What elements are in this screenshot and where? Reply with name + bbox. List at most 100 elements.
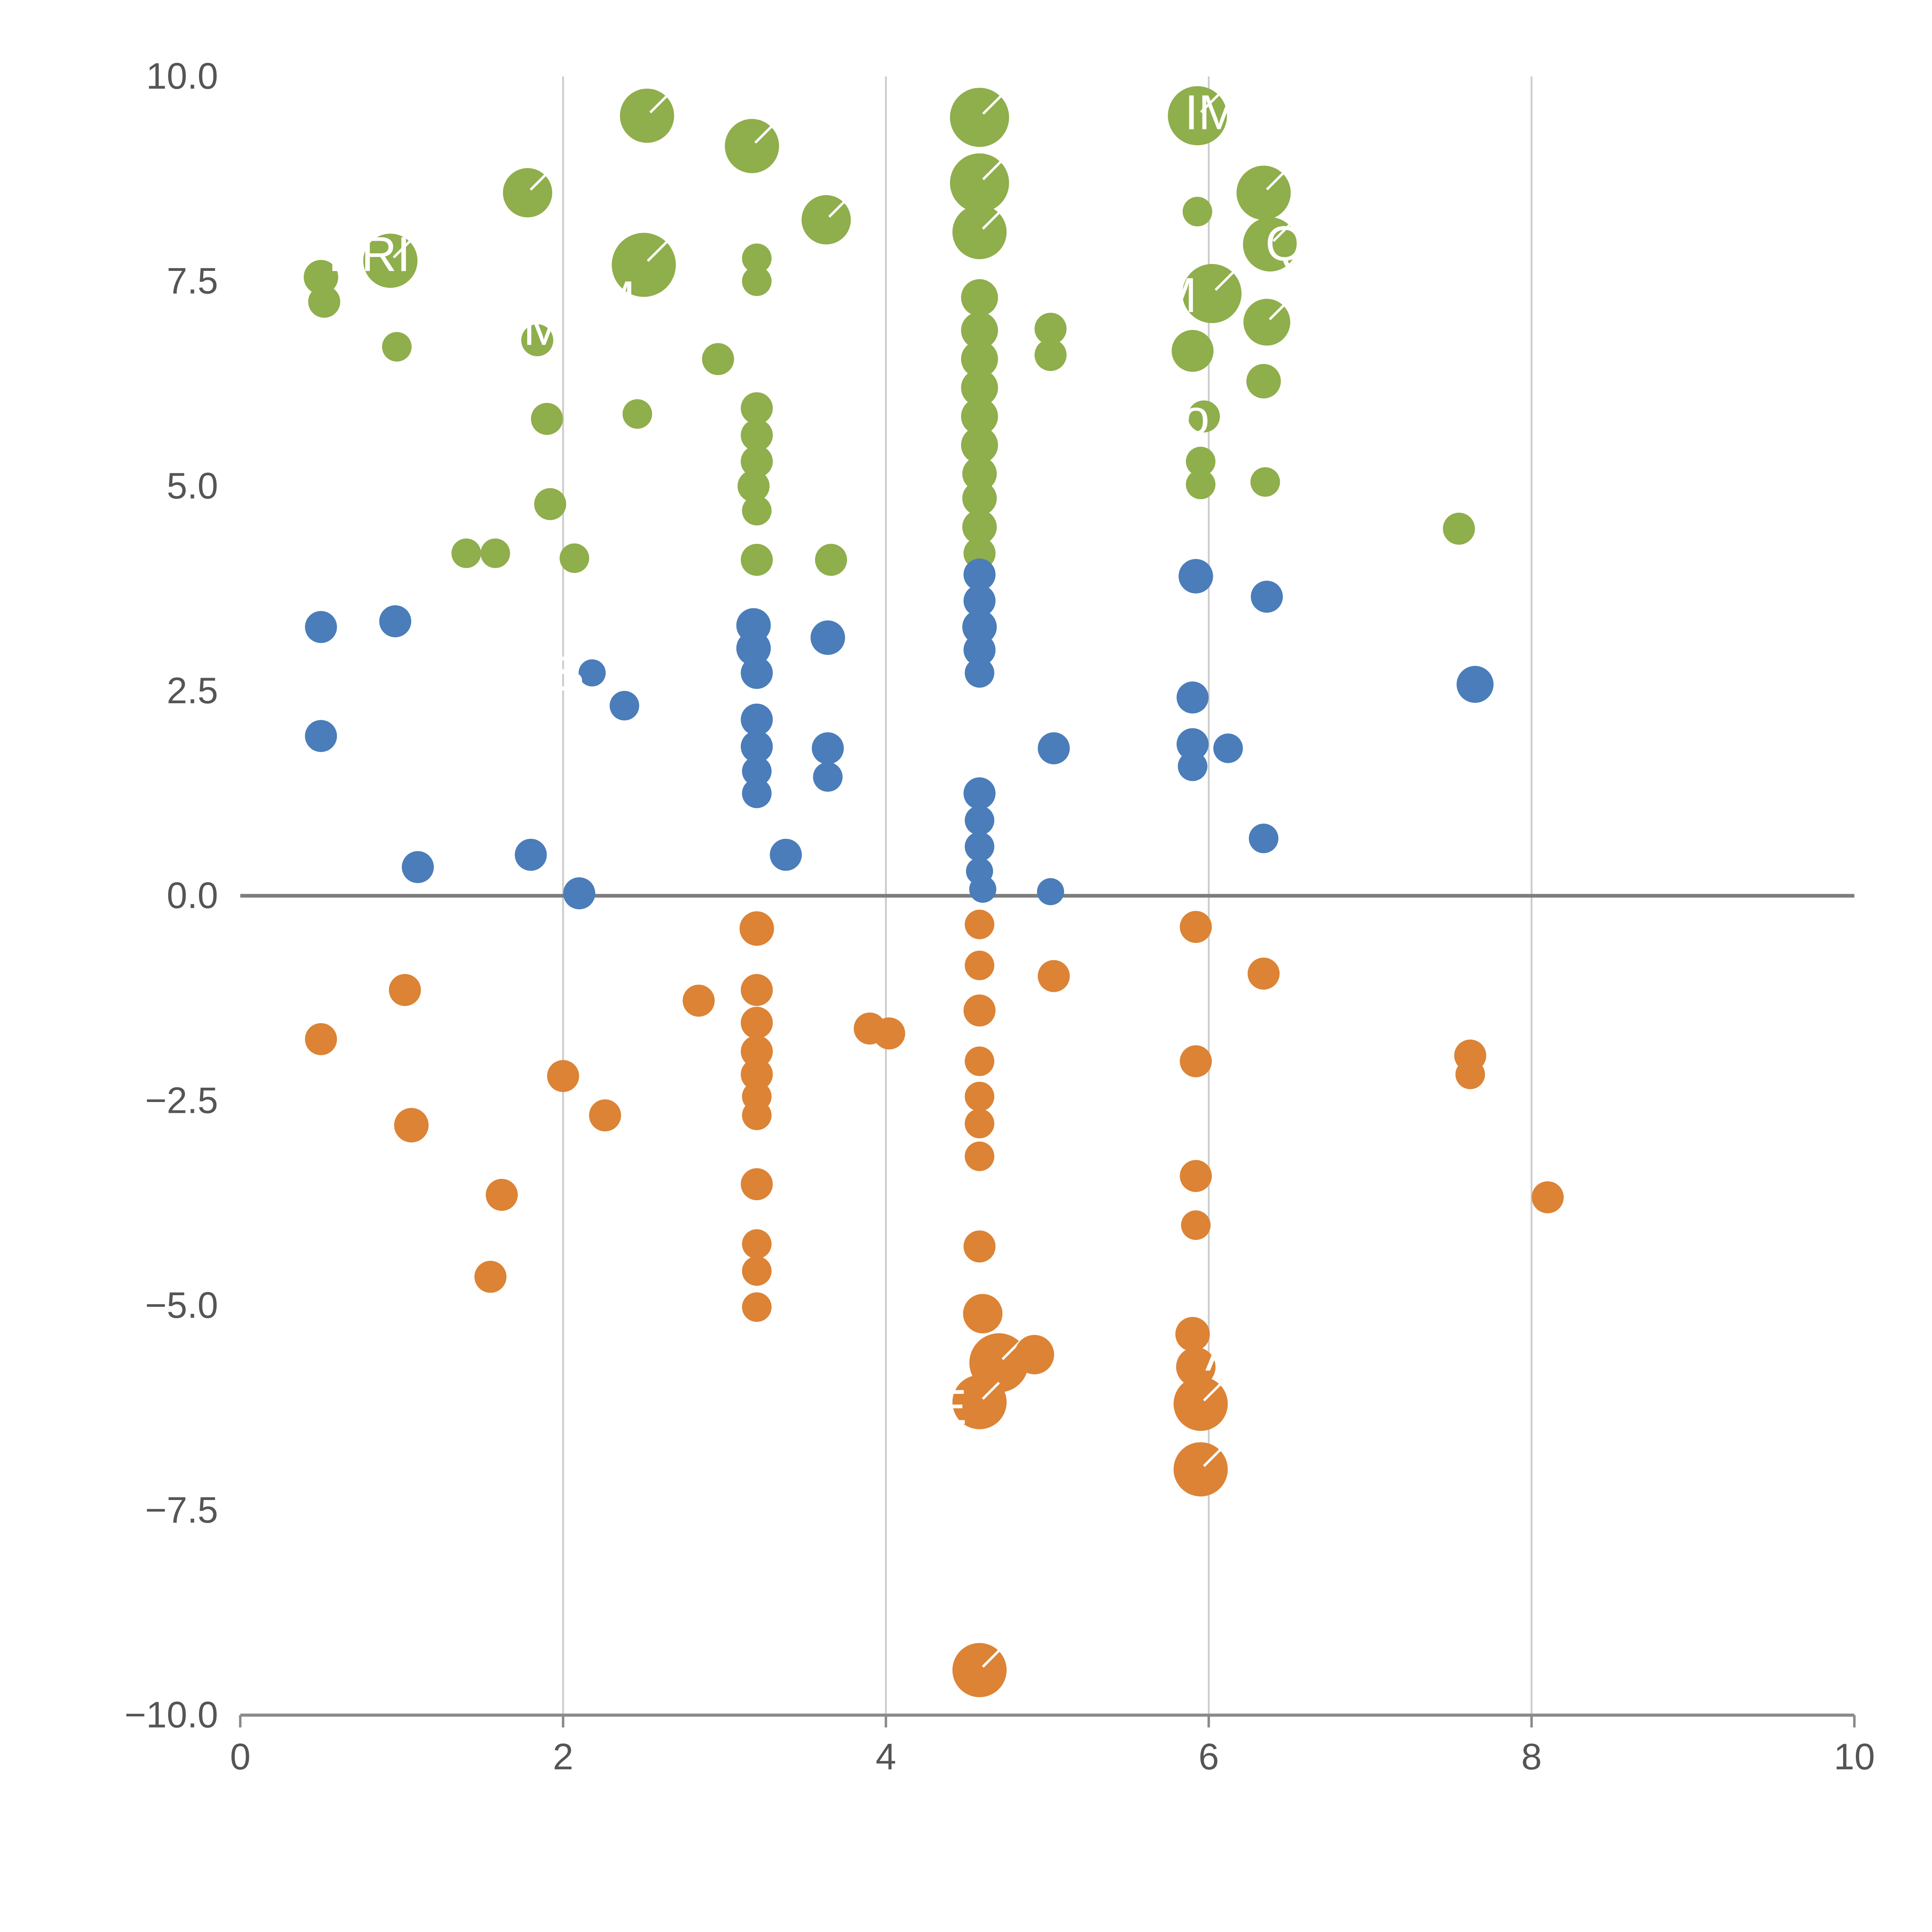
blue-bubble[interactable] [1456, 666, 1494, 703]
orange-bubble[interactable] [1455, 1060, 1485, 1089]
orange-bubble[interactable] [1180, 911, 1212, 943]
blue-bubble[interactable] [810, 620, 845, 655]
blue-bubble[interactable] [963, 558, 996, 591]
orange-bubble[interactable] [742, 1100, 772, 1130]
orange-bubble[interactable] [742, 1256, 772, 1286]
orange-bubble[interactable] [547, 1060, 579, 1092]
blue-bubble[interactable] [1248, 823, 1279, 854]
blue-bubble[interactable] [969, 876, 997, 903]
green-bubble[interactable] [382, 332, 412, 362]
green-bubble[interactable] [560, 543, 589, 573]
orange-bubble[interactable] [964, 1109, 995, 1139]
blue-bubble[interactable] [1176, 681, 1209, 714]
orange-bubble[interactable] [741, 974, 773, 1006]
blue-bubble[interactable] [964, 658, 995, 688]
green-bubble[interactable] [961, 340, 998, 378]
orange-bubble[interactable] [741, 1168, 773, 1201]
orange-bubble[interactable] [873, 1017, 905, 1049]
blue-bubble[interactable] [963, 634, 996, 666]
green-bubble[interactable] [1186, 469, 1216, 499]
green-bubble[interactable] [1034, 339, 1067, 371]
green-bubble[interactable] [961, 279, 998, 316]
orange-bubble[interactable] [739, 911, 774, 946]
blue-bubble[interactable] [742, 778, 772, 808]
blue-bubble[interactable] [305, 720, 337, 752]
blue-bubble[interactable] [578, 659, 606, 687]
blue-bubble[interactable] [962, 610, 997, 645]
green-bubble[interactable] [308, 286, 340, 318]
orange-bubble[interactable] [1180, 1045, 1212, 1078]
green-bubble[interactable] [1034, 313, 1067, 345]
orange-bubble[interactable] [1176, 1347, 1216, 1387]
blue-bubble[interactable] [964, 805, 995, 835]
orange-bubble[interactable] [964, 1046, 995, 1076]
green-bubble[interactable] [1182, 197, 1213, 226]
orange-bubble[interactable] [742, 1229, 772, 1259]
orange-bubble[interactable] [964, 951, 995, 980]
orange-bubble[interactable] [1247, 957, 1280, 990]
green-bubble[interactable] [702, 343, 734, 375]
blue-bubble[interactable] [1178, 751, 1208, 781]
blue-bubble[interactable] [963, 777, 996, 810]
green-bubble[interactable] [742, 266, 772, 296]
green-bubble[interactable] [521, 324, 553, 356]
blue-bubble[interactable] [1037, 732, 1070, 764]
orange-bubble[interactable] [1180, 1160, 1212, 1192]
green-bubble[interactable] [741, 419, 773, 451]
orange-bubble[interactable] [741, 1058, 773, 1090]
blue-bubble[interactable] [742, 756, 772, 786]
orange-bubble[interactable] [741, 1035, 773, 1068]
green-bubble[interactable] [741, 544, 773, 576]
green-bubble[interactable] [1246, 364, 1281, 399]
orange-bubble[interactable] [389, 974, 421, 1006]
green-bubble[interactable] [1186, 447, 1216, 476]
orange-bubble[interactable] [394, 1108, 429, 1143]
orange-bubble[interactable] [486, 1179, 518, 1211]
orange-bubble[interactable] [589, 1099, 621, 1131]
green-bubble[interactable] [531, 403, 563, 435]
blue-bubble[interactable] [770, 838, 802, 871]
green-bubble[interactable] [741, 392, 773, 424]
blue-bubble[interactable] [305, 611, 337, 643]
blue-bubble[interactable] [963, 585, 996, 617]
orange-bubble[interactable] [1015, 1335, 1054, 1374]
blue-bubble[interactable] [401, 851, 434, 883]
green-bubble[interactable] [737, 470, 770, 502]
orange-bubble[interactable] [741, 1007, 773, 1039]
orange-bubble[interactable] [1181, 1210, 1211, 1240]
blue-bubble[interactable] [515, 838, 547, 871]
green-bubble[interactable] [961, 427, 998, 464]
blue-bubble[interactable] [1176, 728, 1209, 760]
green-bubble[interactable] [962, 456, 997, 491]
green-bubble[interactable] [534, 488, 566, 520]
green-bubble[interactable] [742, 243, 772, 273]
orange-bubble[interactable] [474, 1260, 507, 1293]
blue-bubble[interactable] [609, 691, 639, 721]
green-bubble[interactable] [304, 260, 338, 294]
blue-bubble[interactable] [1037, 878, 1064, 905]
orange-bubble[interactable] [1037, 960, 1070, 992]
blue-bubble[interactable] [379, 605, 412, 638]
blue-bubble[interactable] [1251, 580, 1283, 613]
orange-bubble[interactable] [1175, 1317, 1210, 1352]
orange-bubble[interactable] [742, 1292, 772, 1322]
blue-bubble[interactable] [741, 657, 773, 689]
blue-bubble[interactable] [741, 730, 773, 763]
orange-bubble[interactable] [305, 1023, 337, 1055]
orange-bubble[interactable] [963, 1294, 1003, 1333]
blue-bubble[interactable] [811, 732, 844, 764]
blue-bubble[interactable] [1213, 733, 1243, 763]
orange-bubble[interactable] [682, 985, 715, 1017]
blue-bubble[interactable] [563, 877, 595, 910]
green-bubble[interactable] [815, 544, 847, 576]
green-bubble[interactable] [962, 481, 997, 516]
orange-bubble[interactable] [964, 1141, 995, 1171]
orange-bubble[interactable] [963, 1230, 996, 1263]
orange-bubble[interactable] [963, 994, 996, 1027]
green-bubble[interactable] [1443, 512, 1475, 545]
blue-bubble[interactable] [736, 631, 771, 666]
blue-bubble[interactable] [813, 762, 843, 792]
green-bubble[interactable] [480, 538, 510, 568]
green-bubble[interactable] [451, 538, 481, 568]
green-bubble[interactable] [1172, 330, 1214, 372]
